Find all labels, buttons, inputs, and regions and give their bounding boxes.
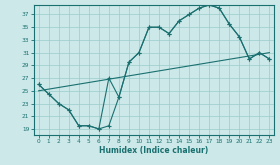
X-axis label: Humidex (Indice chaleur): Humidex (Indice chaleur) — [99, 146, 209, 155]
